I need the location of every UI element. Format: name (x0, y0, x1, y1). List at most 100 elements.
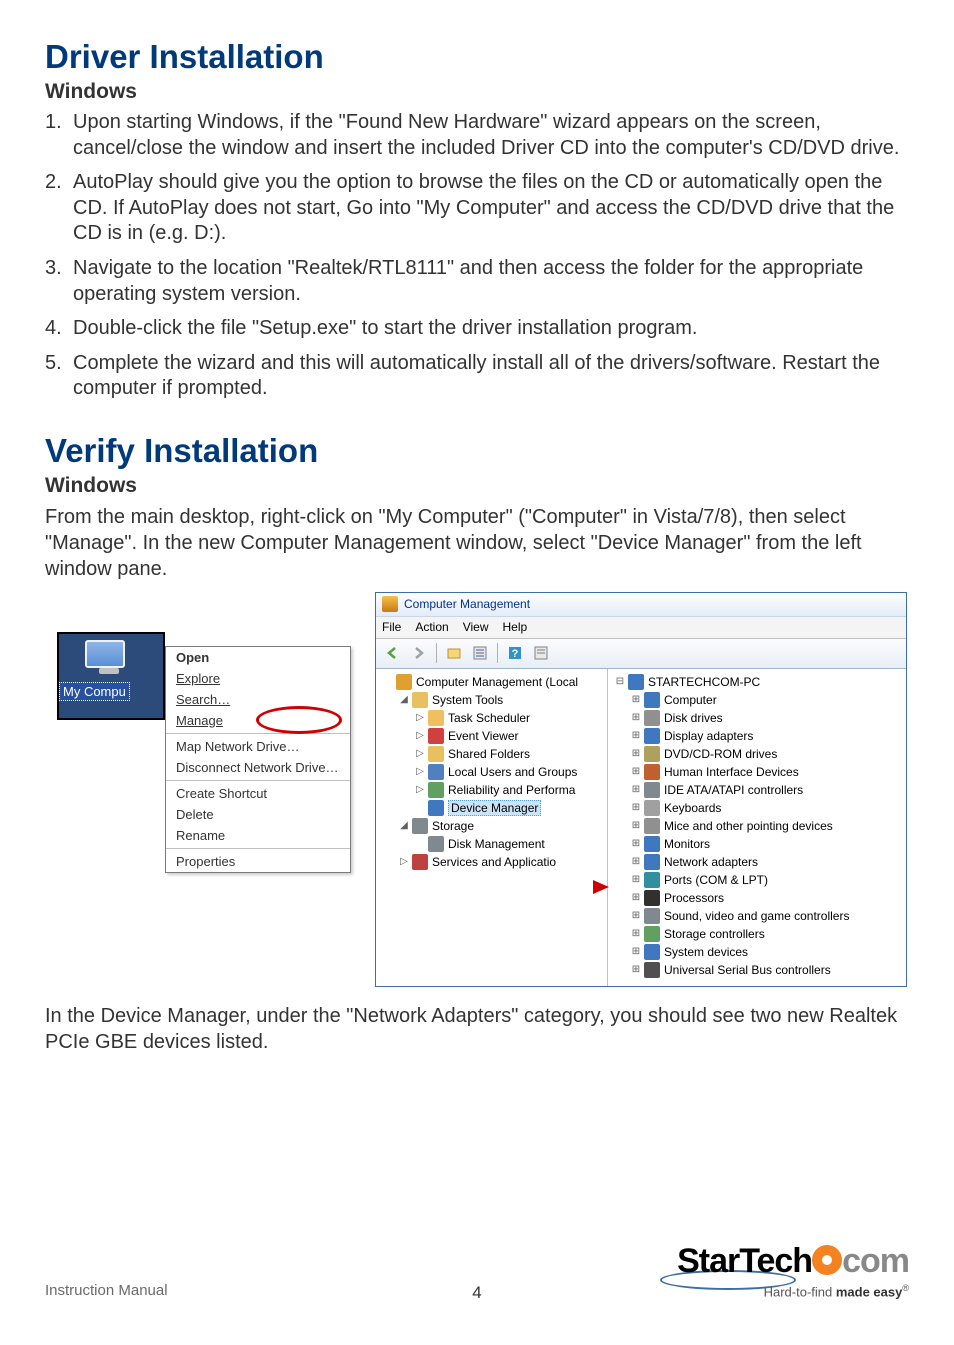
tree-item[interactable]: ⊞Universal Serial Bus controllers (610, 961, 904, 979)
tree-node-label: Event Viewer (448, 729, 518, 743)
tree-node-icon (644, 692, 660, 708)
ctx-rename[interactable]: Rename (166, 825, 350, 846)
toolbar-forward-icon[interactable] (408, 642, 430, 664)
tree-expander-icon[interactable]: ⊞ (630, 766, 642, 777)
tree-node-label: Shared Folders (448, 747, 530, 761)
tree-item[interactable]: ⊞ Mice and other pointing devices (610, 817, 904, 835)
tree-expander-icon[interactable]: ⊞ (630, 694, 642, 705)
tree-item[interactable]: ▷ Reliability and Performa (378, 781, 605, 799)
tree-expander-icon[interactable]: ▷ (414, 748, 426, 759)
tree-item[interactable]: ▷Task Scheduler (378, 709, 605, 727)
tree-expander-icon[interactable]: ◢ (398, 694, 410, 705)
tree-item[interactable]: ▷Services and Applicatio (378, 853, 605, 871)
tree-item[interactable]: ⊞Ports (COM & LPT) (610, 871, 904, 889)
tree-expander-icon[interactable]: ▷ (414, 766, 426, 777)
tree-node-label: Keyboards (664, 801, 721, 815)
toolbar-up-icon[interactable] (443, 642, 465, 664)
tree-expander-icon[interactable]: ⊟ (614, 676, 626, 687)
tree-expander-icon[interactable]: ⊞ (630, 820, 642, 831)
tree-item[interactable]: ⊞ Keyboards (610, 799, 904, 817)
ctx-disconnect-drive[interactable]: Disconnect Network Drive… (166, 757, 350, 778)
tree-expander-icon[interactable]: ⊞ (630, 892, 642, 903)
tree-expander-icon[interactable]: ⊞ (630, 784, 642, 795)
tree-item[interactable]: ⊞Human Interface Devices (610, 763, 904, 781)
context-menu: Open Explore Search… Manage Map Network … (165, 646, 351, 873)
menu-help[interactable]: Help (503, 620, 528, 634)
ctx-map-drive[interactable]: Map Network Drive… (166, 736, 350, 757)
tree-expander-icon[interactable]: ⊞ (630, 802, 642, 813)
ctx-create-shortcut[interactable]: Create Shortcut (166, 783, 350, 804)
tree-expander-icon[interactable]: ▷ (398, 856, 410, 867)
tree-expander-icon[interactable]: ⊞ (630, 730, 642, 741)
tree-node-label: Device Manager (448, 800, 541, 816)
tree-expander-icon[interactable]: ▷ (414, 730, 426, 741)
tree-item[interactable]: ▷Local Users and Groups (378, 763, 605, 781)
tree-item[interactable]: ⊞Disk drives (610, 709, 904, 727)
ctx-open[interactable]: Open (166, 647, 350, 668)
toolbar-separator (436, 643, 437, 663)
tree-expander-icon[interactable]: ⊞ (630, 946, 642, 957)
tree-item[interactable]: Disk Management (378, 835, 605, 853)
ctx-search[interactable]: Search… (166, 689, 350, 710)
tree-expander-icon[interactable]: ⊞ (630, 910, 642, 921)
tree-node-icon (428, 836, 444, 852)
logo-main: StarTech (677, 1242, 812, 1280)
tree-node-icon (396, 674, 412, 690)
tree-item[interactable]: ⊞Sound, video and game controllers (610, 907, 904, 925)
tree-expander-icon[interactable]: ⊞ (630, 874, 642, 885)
tree-item[interactable]: Computer Management (Local (378, 673, 605, 691)
tree-node-icon (644, 962, 660, 978)
ctx-delete[interactable]: Delete (166, 804, 350, 825)
tree-expander-icon[interactable]: ⊞ (630, 964, 642, 975)
menu-file[interactable]: File (382, 620, 401, 634)
tree-item[interactable]: ⊟STARTECHCOM-PC (610, 673, 904, 691)
toolbar-separator (497, 643, 498, 663)
menu-action[interactable]: Action (415, 620, 448, 634)
tree-item[interactable]: ◢System Tools (378, 691, 605, 709)
toolbar-help-icon[interactable]: ? (504, 642, 526, 664)
footer-instruction-manual: Instruction Manual (45, 1282, 168, 1299)
tree-node-label: Mice and other pointing devices (664, 819, 833, 833)
tree-node-icon (644, 710, 660, 726)
tree-expander-icon[interactable]: ▷ (414, 784, 426, 795)
tree-node-label: Storage controllers (664, 927, 765, 941)
tree-node-icon (644, 782, 660, 798)
tree-item[interactable]: ⊞System devices (610, 943, 904, 961)
tree-node-label: Monitors (664, 837, 710, 851)
tree-item[interactable]: ⊞DVD/CD-ROM drives (610, 745, 904, 763)
tree-item[interactable]: ⊞Network adapters (610, 853, 904, 871)
logo-suffix: com (842, 1242, 909, 1280)
tree-item[interactable]: ▷ Shared Folders (378, 745, 605, 763)
ctx-manage[interactable]: Manage (166, 710, 350, 731)
tree-expander-icon[interactable]: ⊞ (630, 748, 642, 759)
ctx-properties[interactable]: Properties (166, 851, 350, 872)
mgmt-toolbar: ? (376, 639, 906, 669)
driver-install-subheading: Windows (45, 80, 909, 104)
tree-item[interactable]: ⊞ Monitors (610, 835, 904, 853)
menu-view[interactable]: View (463, 620, 489, 634)
mgmt-left-pane: Computer Management (Local◢System Tools▷… (376, 669, 608, 986)
tree-expander-icon[interactable]: ⊞ (630, 856, 642, 867)
tree-item[interactable]: ⊞Display adapters (610, 727, 904, 745)
tree-item[interactable]: ⊞Processors (610, 889, 904, 907)
tree-expander-icon[interactable]: ⊞ (630, 712, 642, 723)
toolbar-refresh-icon[interactable] (530, 642, 552, 664)
tree-item[interactable]: ◢Storage (378, 817, 605, 835)
tree-expander-icon[interactable]: ◢ (398, 820, 410, 831)
tree-expander-icon[interactable]: ⊞ (630, 928, 642, 939)
tree-item[interactable]: Device Manager (378, 799, 605, 817)
tree-expander-icon[interactable]: ⊞ (630, 838, 642, 849)
verify-outro-text: In the Device Manager, under the "Networ… (45, 1003, 909, 1055)
tree-expander-icon[interactable]: ▷ (414, 712, 426, 723)
tree-node-icon (428, 710, 444, 726)
my-computer-icon[interactable] (85, 640, 133, 678)
tree-item[interactable]: ⊞IDE ATA/ATAPI controllers (610, 781, 904, 799)
ctx-explore[interactable]: Explore (166, 668, 350, 689)
tree-item[interactable]: ⊞ Storage controllers (610, 925, 904, 943)
toolbar-back-icon[interactable] (382, 642, 404, 664)
tree-item[interactable]: ▷ Event Viewer (378, 727, 605, 745)
tree-node-icon (644, 764, 660, 780)
tree-node-label: Reliability and Performa (448, 783, 575, 797)
tree-item[interactable]: ⊞Computer (610, 691, 904, 709)
toolbar-properties-icon[interactable] (469, 642, 491, 664)
